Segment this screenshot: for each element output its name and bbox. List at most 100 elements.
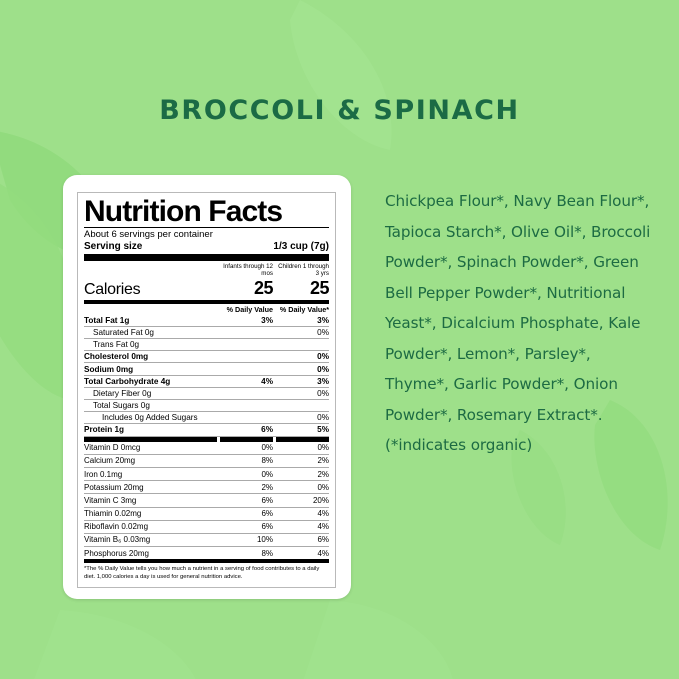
serving-size-row: Serving size 1/3 cup (7g) bbox=[84, 241, 329, 254]
micronutrient-row-divider bbox=[84, 480, 329, 482]
nutrient-row: Total Carbohydrate 4g 4% 3% bbox=[84, 376, 329, 387]
divider-under-title bbox=[84, 227, 329, 229]
micronutrient-row: Calcium 20mg 8% 2% bbox=[84, 455, 329, 467]
nutrient-row: Trans Fat 0g bbox=[84, 339, 329, 350]
micronutrient-daily-value: 20% bbox=[312, 495, 329, 505]
calories-row: Calories 25 25 bbox=[84, 277, 330, 300]
nutrition-facts-card: Nutrition Facts About 6 servings per con… bbox=[63, 175, 351, 599]
nutrient-name: Total Sugars 0g bbox=[93, 401, 150, 411]
micronutrient-row: Vitamin B₆ 0.03mg 10% 6% bbox=[84, 534, 329, 546]
nutrient-row: Sodium 0mg 0% bbox=[84, 363, 329, 374]
micronutrient-name: Calcium 20mg bbox=[84, 456, 136, 466]
nutrient-daily-value: 3% bbox=[317, 315, 329, 325]
nutrient-row: Dietary Fiber 0g 0% bbox=[84, 388, 329, 399]
micronutrient-rows-container: Vitamin D 0mcg 0% 0% Calcium 20mg 8% 2% Iron 0… bbox=[84, 442, 329, 560]
nutrient-row-divider bbox=[84, 423, 329, 425]
nutrient-row: Cholesterol 0mg 0% bbox=[84, 351, 329, 362]
column-header-infants: Infants through 12 mos bbox=[223, 263, 273, 278]
leaf-shape-bottom-center bbox=[303, 600, 453, 679]
micronutrient-row-divider bbox=[84, 506, 329, 508]
micronutrient-daily-value: 0% bbox=[317, 482, 329, 492]
micronutrient-daily-value: 0% bbox=[261, 469, 273, 479]
page-title: BROCCOLI & SPINACH bbox=[159, 95, 520, 126]
daily-value-footnote: *The % Daily Value tells you how much a … bbox=[84, 566, 320, 581]
calories-value-children: 25 bbox=[309, 277, 330, 298]
divider-band-micronutrients bbox=[84, 436, 329, 442]
nutrient-daily-value: 0% bbox=[317, 327, 329, 337]
micronutrient-row: Vitamin D 0mcg 0% 0% bbox=[84, 442, 329, 454]
serving-size-label: Serving size bbox=[84, 241, 143, 253]
nutrient-row-divider bbox=[84, 350, 329, 352]
micronutrient-name: Vitamin B₆ 0.03mg bbox=[84, 535, 151, 545]
nutrient-row: Total Sugars 0g bbox=[84, 400, 329, 411]
column-headers-row: Infants through 12 mos Children 1 throug… bbox=[84, 261, 329, 278]
nutrient-name: Sodium 0mg bbox=[84, 364, 134, 374]
column-header-children: Children 1 through 3 yrs bbox=[278, 263, 329, 278]
micronutrient-daily-value: 2% bbox=[317, 456, 329, 466]
micronutrient-name: Iron 0.1mg bbox=[84, 469, 123, 479]
nutrient-name: Cholesterol 0mg bbox=[84, 352, 149, 362]
band-segment-name bbox=[84, 436, 217, 442]
nutrient-name: Dietary Fiber 0g bbox=[93, 388, 152, 398]
nutrient-name: Total Carbohydrate 4g bbox=[84, 376, 171, 386]
micronutrient-row: Riboflavin 0.02mg 6% 4% bbox=[84, 521, 329, 533]
servings-per-container: About 6 servings per container bbox=[84, 229, 213, 241]
nutrient-daily-value: 3% bbox=[261, 315, 273, 325]
nutrient-row: Protein 1g 6% 5% bbox=[84, 424, 329, 435]
micronutrient-row-divider bbox=[84, 532, 329, 534]
nutrient-daily-value: 0% bbox=[317, 413, 329, 423]
nutrient-row-divider bbox=[84, 399, 329, 400]
nutrient-row-divider bbox=[84, 325, 329, 327]
micronutrient-name: Potassium 20mg bbox=[84, 482, 144, 492]
micronutrient-daily-value: 2% bbox=[261, 482, 273, 492]
daily-value-header-infants: % Daily Value bbox=[226, 304, 273, 314]
nutrient-daily-value: 5% bbox=[317, 425, 329, 435]
micronutrient-daily-value: 4% bbox=[317, 509, 329, 519]
divider-above-footnote bbox=[84, 559, 329, 564]
nutrient-daily-value: 0% bbox=[317, 364, 329, 374]
nutrient-row: Saturated Fat 0g 0% bbox=[84, 327, 329, 338]
serving-size-value: 1/3 cup (7g) bbox=[273, 241, 329, 253]
micronutrient-daily-value: 2% bbox=[317, 469, 329, 479]
daily-value-header-children: % Daily Value* bbox=[279, 304, 329, 314]
micronutrient-name: Thiamin 0.02mg bbox=[84, 509, 142, 519]
nutrient-rows-container: Total Fat 1g 3% 3% Saturated Fat 0g 0% Trans … bbox=[84, 315, 329, 437]
nutrient-daily-value: 3% bbox=[317, 376, 329, 386]
nutrient-row-divider bbox=[84, 362, 329, 364]
micronutrient-daily-value: 8% bbox=[261, 548, 273, 558]
nutrient-daily-value: 6% bbox=[261, 425, 273, 435]
micronutrient-daily-value: 4% bbox=[317, 548, 329, 558]
micronutrient-row-divider bbox=[84, 493, 329, 495]
micronutrient-daily-value: 6% bbox=[317, 535, 329, 545]
micronutrient-row: Iron 0.1mg 0% 2% bbox=[84, 468, 329, 480]
nutrient-daily-value: 4% bbox=[261, 376, 273, 386]
micronutrient-row: Potassium 20mg 2% 0% bbox=[84, 481, 329, 493]
ingredients-panel: Chickpea Flour*, Navy Bean Flour*, Tapio… bbox=[385, 186, 653, 461]
micronutrient-row: Thiamin 0.02mg 6% 4% bbox=[84, 508, 329, 520]
calories-label: Calories bbox=[84, 280, 141, 298]
micronutrient-row-divider bbox=[84, 453, 329, 455]
micronutrient-name: Vitamin C 3mg bbox=[84, 495, 137, 505]
nutrient-row-divider bbox=[84, 435, 329, 437]
nutrient-row-divider bbox=[84, 338, 329, 340]
organic-note: (*indicates organic) bbox=[385, 436, 533, 454]
micronutrient-daily-value: 6% bbox=[261, 522, 273, 532]
daily-value-spacer bbox=[84, 305, 217, 314]
nutrient-name: Total Fat 1g bbox=[84, 315, 130, 325]
micronutrient-row-divider bbox=[84, 466, 329, 468]
micronutrient-row-divider bbox=[84, 546, 329, 548]
micronutrient-daily-value: 6% bbox=[261, 509, 273, 519]
daily-value-header-row: % Daily Value % Daily Value* bbox=[84, 304, 329, 315]
micronutrient-row: Vitamin C 3mg 6% 20% bbox=[84, 494, 329, 506]
nutrient-name: Trans Fat 0g bbox=[93, 340, 140, 350]
divider-under-calories bbox=[84, 299, 329, 304]
micronutrient-daily-value: 0% bbox=[261, 443, 273, 453]
micronutrient-name: Vitamin D 0mcg bbox=[84, 443, 141, 453]
divider-thick-top bbox=[84, 254, 329, 262]
band-segment-infants bbox=[220, 436, 273, 442]
nutrient-name: Protein 1g bbox=[84, 425, 125, 435]
micronutrient-daily-value: 10% bbox=[256, 535, 273, 545]
column-headers-spacer bbox=[84, 263, 217, 278]
band-segment-children bbox=[276, 436, 329, 442]
micronutrient-name: Phosphorus 20mg bbox=[84, 548, 149, 558]
